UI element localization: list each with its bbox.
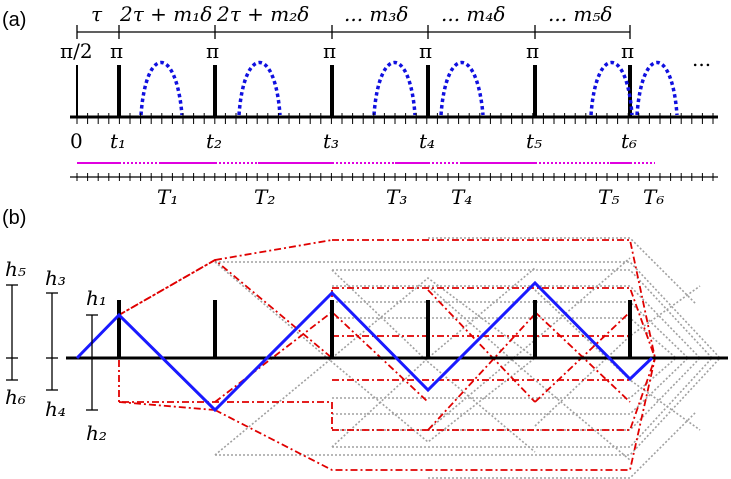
interval-label-3: ... m₃δ (344, 2, 408, 26)
height-scale-bars (6, 284, 98, 411)
height-label-h6: h₆ (5, 385, 26, 409)
period-labels: T₁ T₂ T₃ T₄ T₅ T₆ (157, 185, 664, 209)
height-labels: h₁ h₂ h₃ h₄ h₅ h₆ (5, 257, 107, 445)
height-label-h4: h₄ (45, 397, 66, 421)
pulse-label-pi-6: π (621, 39, 634, 63)
echo-arc-6 (635, 60, 679, 116)
interval-labels: τ 2τ + m₁δ 2τ + m₂δ ... m₃δ ... m₄δ ... … (91, 2, 612, 26)
interval-label-4: ... m₄δ (441, 2, 505, 26)
height-label-h1: h₁ (86, 286, 107, 310)
panel-b-label: (b) (2, 207, 26, 229)
pulse-label-pi-1: π (110, 39, 123, 63)
echo-arc-2 (237, 60, 282, 116)
echo-arc-3 (372, 60, 417, 116)
time-labels: 0 t₁ t₂ t₃ t₄ t₅ t₆ (70, 129, 637, 153)
main-path (75, 280, 654, 413)
continuation-ellipsis: ... (692, 47, 711, 71)
interval-label-1: 2τ + m₁δ (119, 2, 212, 26)
height-label-h5: h₅ (5, 257, 26, 281)
red-paths (118, 239, 656, 471)
pulse-label-pi-2: π (206, 39, 219, 63)
interval-label-tau: τ (91, 2, 103, 26)
interval-label-2: 2τ + m₂δ (216, 2, 309, 26)
interval-dimension-lines (76, 25, 631, 39)
time-label-t1: t₁ (110, 129, 126, 153)
time-label-t5: t₅ (526, 129, 542, 153)
time-label-t2: t₂ (206, 129, 222, 153)
pulses-a (76, 65, 632, 117)
echo-arc-1 (139, 60, 184, 116)
echo-arcs (139, 60, 679, 116)
pulses-b (117, 300, 632, 358)
height-label-h3: h₃ (45, 266, 66, 290)
interval-label-5: ... m₅δ (548, 2, 612, 26)
period-label-T2: T₂ (254, 185, 275, 209)
period-label-T6: T₆ (643, 185, 664, 209)
period-label-T3: T₃ (386, 185, 407, 209)
pulse-label-pi-5: π (526, 39, 539, 63)
echo-arc-5 (589, 60, 634, 116)
period-axis-ticks (76, 173, 714, 181)
echo-arc-4 (439, 60, 485, 116)
time-label-t4: t₄ (419, 129, 435, 153)
pulse-label-pi-3: π (323, 39, 336, 63)
period-label-T1: T₁ (157, 185, 178, 209)
period-label-T4: T₄ (451, 185, 472, 209)
pulse-label-pi-4: π (419, 39, 432, 63)
height-label-h2: h₂ (86, 421, 107, 445)
time-label-t3: t₃ (323, 129, 339, 153)
time-axis-ticks (76, 113, 714, 124)
pulse-label-pi-half: π/2 (60, 39, 93, 63)
panel-a-label: (a) (2, 9, 26, 31)
period-label-T5: T₅ (598, 185, 619, 209)
time-label-0: 0 (70, 129, 83, 153)
gray-paths (214, 237, 721, 479)
time-label-t6: t₆ (621, 129, 637, 153)
pulse-labels: π/2 π π π π π π ... (60, 39, 711, 71)
